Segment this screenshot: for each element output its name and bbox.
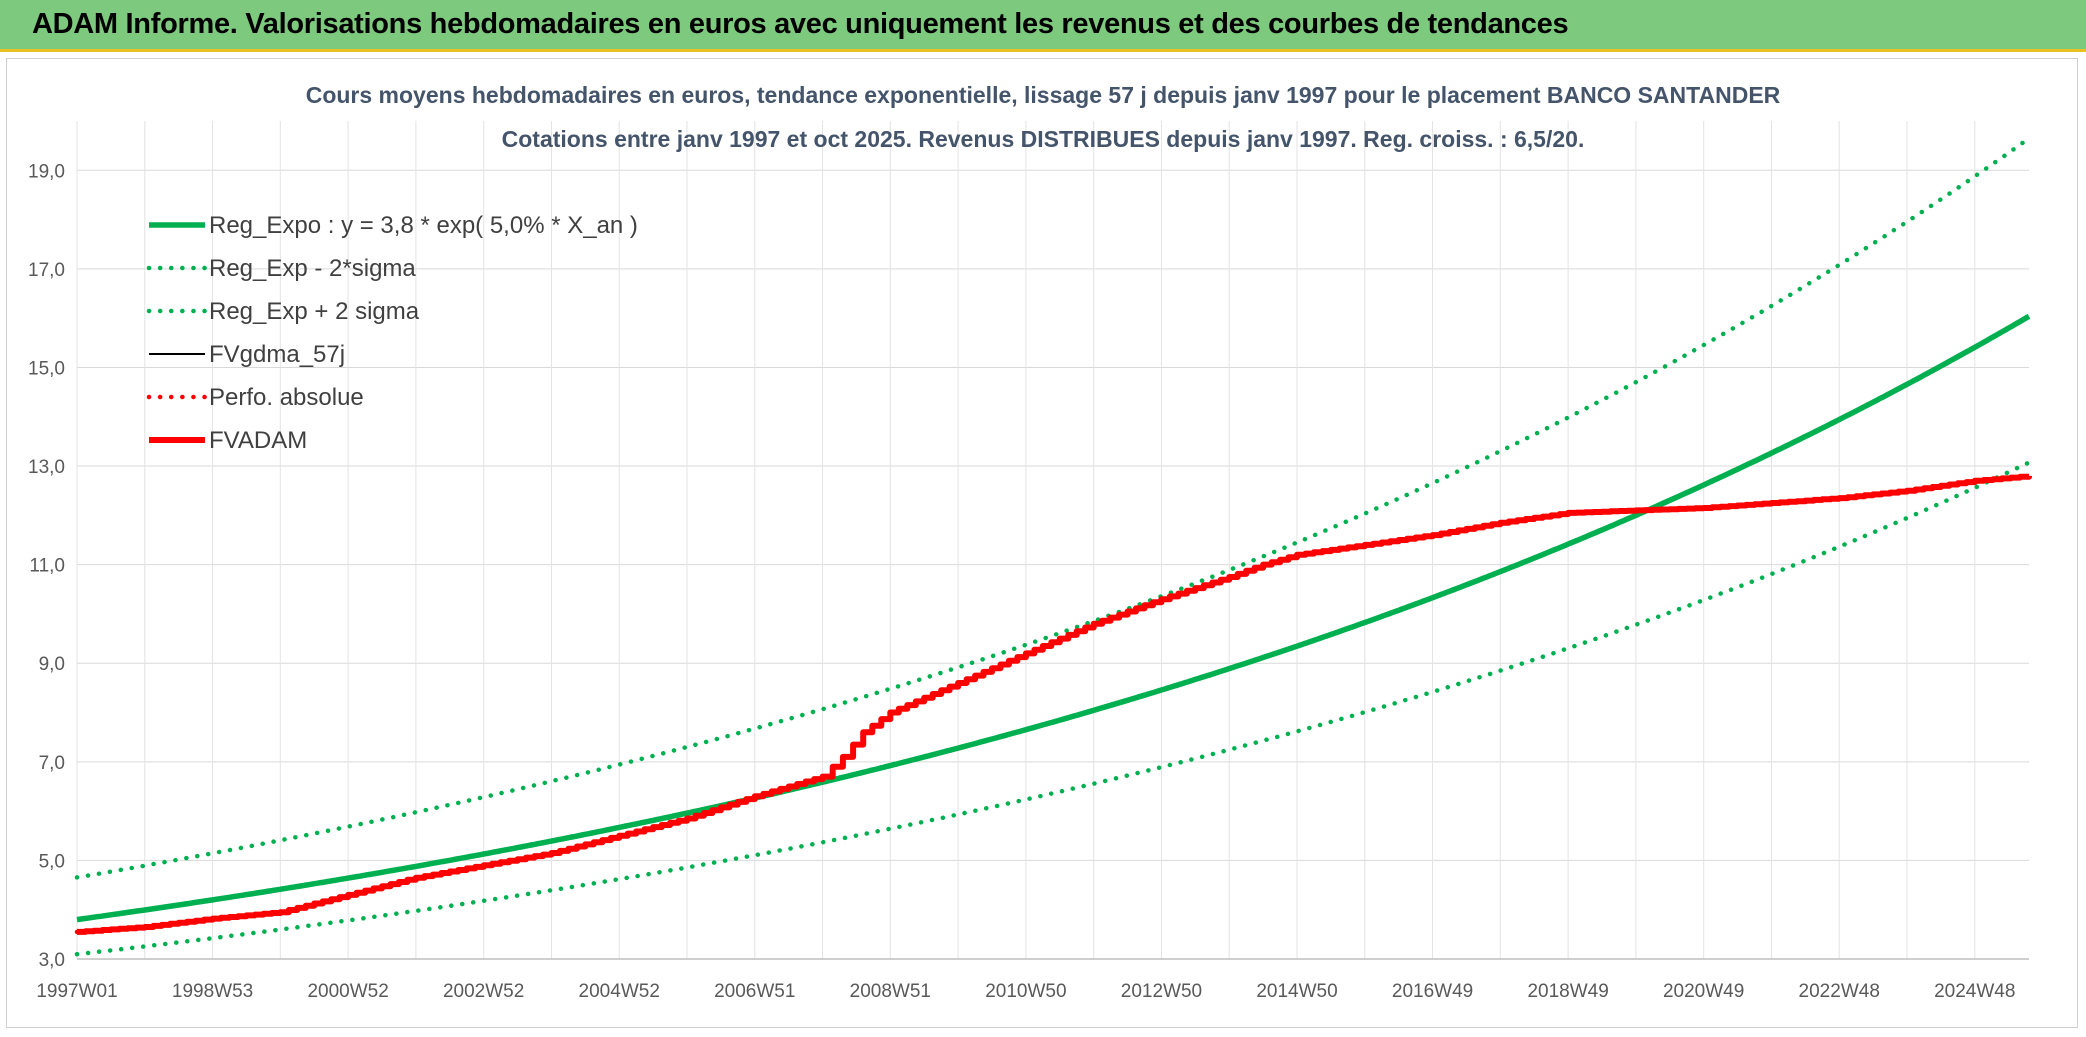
legend-label: Reg_Exp - 2*sigma <box>209 255 416 282</box>
chart-svg: 3,0 5,0 7,0 9,0 11,0 13,0 15,0 17,0 19,0 1997W01… <box>28 82 2032 1002</box>
y-tick-label: 11,0 <box>29 556 65 577</box>
series-line-4 <box>74 473 2032 935</box>
grid-lines <box>76 121 2029 960</box>
x-tick-label: 2016W49 <box>1392 981 1473 1002</box>
y-tick-labels: 3,0 5,0 7,0 9,0 11,0 13,0 15,0 17,0 19,0 <box>28 161 65 971</box>
y-tick-label: 9,0 <box>39 654 65 675</box>
legend-label: FVgdma_57j <box>209 341 345 368</box>
legend-label: Reg_Expo : y = 3,8 * exp( 5,0% * X_an ) <box>209 212 638 239</box>
chart-title-line-2: Cotations entre janv 1997 et oct 2025. R… <box>502 126 1585 152</box>
x-tick-label: 2012W50 <box>1121 981 1202 1002</box>
y-tick-label: 17,0 <box>28 260 65 281</box>
chart-title-line-1: Cours moyens hebdomadaires en euros, ten… <box>306 82 1781 108</box>
x-tick-label: 2022W48 <box>1799 981 1880 1002</box>
series-line-2 <box>74 136 2032 880</box>
chart-title: Cours moyens hebdomadaires en euros, ten… <box>306 82 1781 152</box>
series-lines <box>74 136 2032 957</box>
legend-label: Perfo. absolue <box>209 384 364 411</box>
series-line-1 <box>74 460 2032 957</box>
y-tick-label: 5,0 <box>39 851 65 872</box>
series-line-0 <box>76 313 2031 923</box>
x-tick-label: 2004W52 <box>579 981 660 1002</box>
x-tick-label: 2020W49 <box>1663 981 1744 1002</box>
x-tick-label: 2002W52 <box>443 981 524 1002</box>
page-banner: ADAM Informe. Valorisations hebdomadaire… <box>0 0 2086 52</box>
x-tick-label: 2010W50 <box>985 981 1066 1002</box>
x-tick-label: 2018W49 <box>1527 981 1608 1002</box>
x-tick-label: 1997W01 <box>36 981 117 1002</box>
y-tick-label: 3,0 <box>39 950 65 971</box>
x-tick-label: 2008W51 <box>850 981 931 1002</box>
chart-frame: 3,0 5,0 7,0 9,0 11,0 13,0 15,0 17,0 19,0 1997W01… <box>6 58 2078 1028</box>
x-tick-labels: 1997W01 1998W53 2000W52 2002W52 2004W52 2006W… <box>36 981 2015 1002</box>
banner-title: ADAM Informe. Valorisations hebdomadaire… <box>32 8 1569 40</box>
y-tick-label: 7,0 <box>39 753 65 774</box>
legend-label: Reg_Exp + 2 sigma <box>209 298 420 325</box>
x-tick-label: 2024W48 <box>1934 981 2015 1002</box>
series-line-3 <box>77 475 2030 933</box>
legend: Reg_Expo : y = 3,8 * exp( 5,0% * X_an ) R… <box>146 212 638 454</box>
x-tick-label: 2000W52 <box>307 981 388 1002</box>
y-tick-label: 19,0 <box>28 161 65 182</box>
x-tick-label: 2006W51 <box>714 981 795 1002</box>
y-tick-label: 15,0 <box>28 358 65 379</box>
x-tick-label: 2014W50 <box>1256 981 1337 1002</box>
y-tick-label: 13,0 <box>28 457 65 478</box>
x-tick-label: 1998W53 <box>172 981 253 1002</box>
series-line-5 <box>77 473 2032 935</box>
legend-label: FVADAM <box>209 427 307 454</box>
